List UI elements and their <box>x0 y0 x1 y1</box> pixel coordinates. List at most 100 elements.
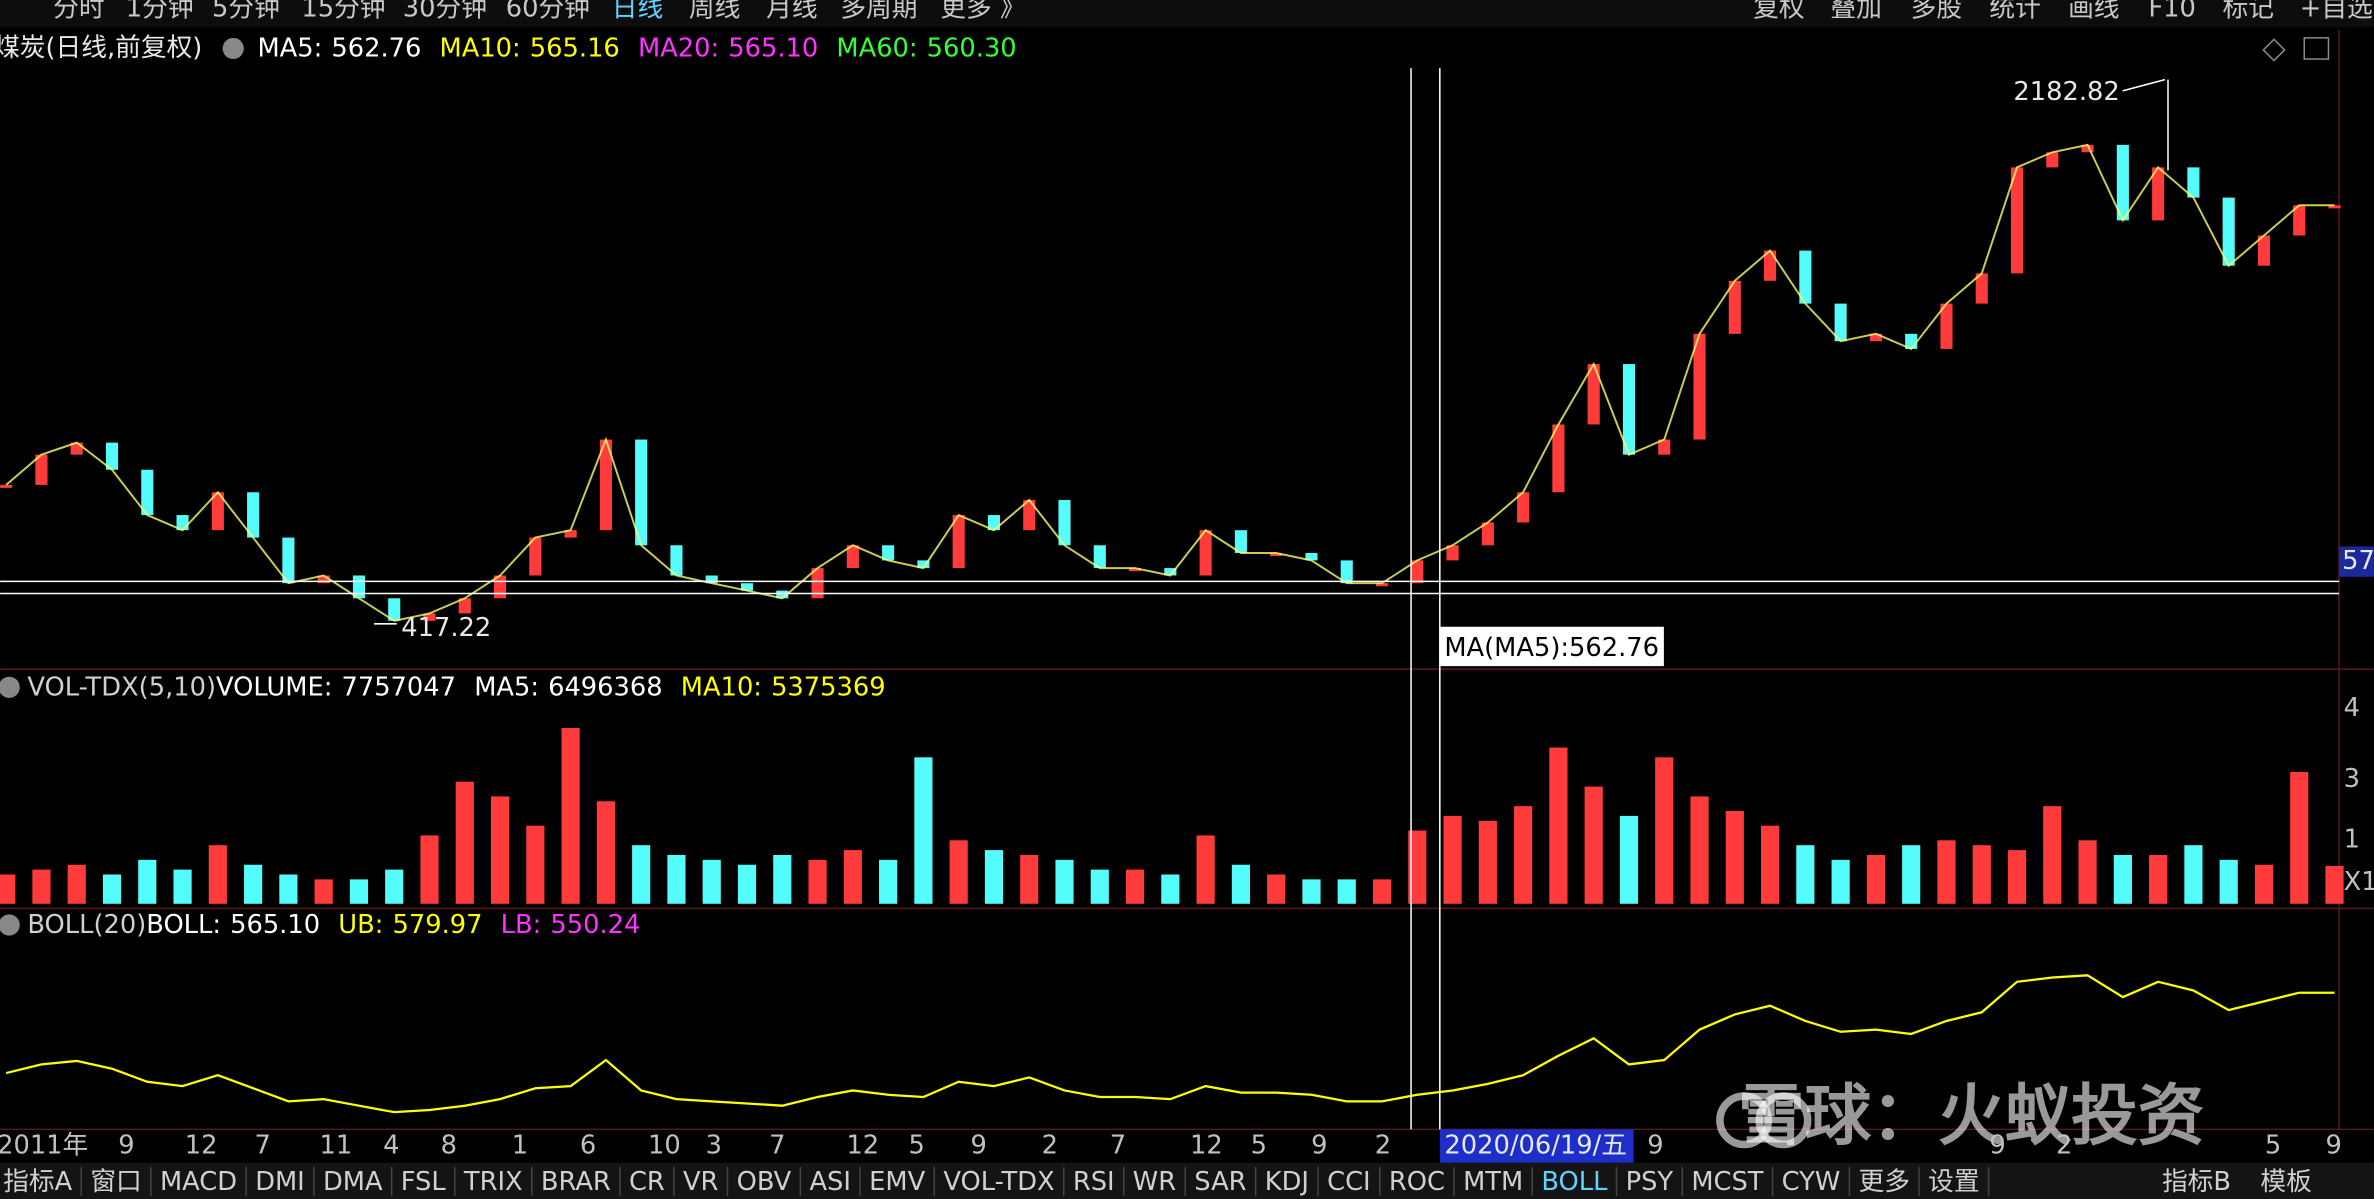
indicator-tab[interactable]: BRAR <box>541 1167 611 1197</box>
high-label: 2182.82 <box>2013 77 2119 107</box>
toolbar-button[interactable]: 统计 <box>1989 0 2040 24</box>
watermark: 雪球：火蚁投资 <box>1738 1076 2204 1154</box>
toolbar-tab[interactable]: 月线 <box>766 0 817 24</box>
indicator-tab[interactable]: MTM <box>1463 1167 1523 1197</box>
indicator-tab[interactable]: CR <box>629 1167 665 1197</box>
collapse-icon[interactable] <box>222 37 244 60</box>
toolbar-tab[interactable]: 多周期 <box>840 0 917 24</box>
volume-bar <box>1866 854 1885 904</box>
toolbar-button[interactable]: 多股 <box>1911 0 1962 24</box>
indicator-tab[interactable]: VR <box>683 1167 719 1197</box>
indicator-tab[interactable]: 指标B <box>2162 1167 2231 1197</box>
indicator-tab[interactable]: MACD <box>160 1167 237 1197</box>
indicator-tab[interactable]: RSI <box>1073 1167 1115 1197</box>
indicator-tab[interactable]: CCI <box>1327 1167 1371 1197</box>
indicator-tab[interactable]: BOLL <box>1541 1167 1608 1197</box>
candle <box>1799 250 1812 304</box>
indicator-tab[interactable]: CYW <box>1782 1167 1841 1197</box>
indicator-tab[interactable]: 窗口 <box>90 1167 141 1197</box>
volume-bar <box>596 801 615 904</box>
pane-icon[interactable] <box>2262 38 2286 62</box>
volume-bar <box>314 879 333 904</box>
x-axis-label: 3 <box>706 1131 722 1161</box>
candle <box>1940 303 1953 349</box>
volume-bar <box>0 874 16 904</box>
toolbar-button[interactable]: 画线 <box>2068 0 2119 24</box>
x-axis-label: 9 <box>2325 1131 2341 1161</box>
stat-value: 565.10 <box>728 33 818 63</box>
toolbar-tab[interactable]: 更多 》 <box>940 0 1025 24</box>
candle <box>1411 560 1424 584</box>
toolbar-tab[interactable]: 周线 <box>689 0 740 24</box>
candle <box>2328 205 2341 209</box>
volume-bar <box>1302 879 1321 904</box>
volume-bar <box>1161 874 1180 904</box>
indicator-tab[interactable]: 设置 <box>1928 1167 1979 1197</box>
collapse-icon[interactable] <box>0 676 20 698</box>
indicator-tab[interactable]: SAR <box>1194 1167 1246 1197</box>
x-axis-label: 8 <box>441 1131 457 1161</box>
stat-value: 579.97 <box>392 909 482 939</box>
indicator-tab[interactable]: EMV <box>869 1167 925 1197</box>
volume-bar <box>737 864 757 904</box>
x-axis-label: 1 <box>512 1131 528 1161</box>
candle <box>1199 530 1212 576</box>
toolbar-button[interactable]: 复权 <box>1753 0 1804 24</box>
volume-bar <box>32 869 51 904</box>
pane-icon[interactable] <box>2303 37 2330 60</box>
indicator-tab[interactable]: 指标A <box>3 1167 72 1197</box>
x-axis-label: 7 <box>1110 1131 1126 1161</box>
volume-bar <box>2043 806 2062 904</box>
x-axis-label: 5 <box>2265 1131 2281 1161</box>
volume-bar <box>1055 859 1074 904</box>
toolbar-button[interactable]: 标记 <box>2223 0 2274 24</box>
stat-value: 565.16 <box>530 33 620 63</box>
stat-label: MA10: <box>681 672 762 702</box>
indicator-tab[interactable]: PSY <box>1626 1167 1674 1197</box>
candle <box>35 454 48 485</box>
indicator-tab[interactable]: OBV <box>737 1167 792 1197</box>
volume-bar <box>2184 845 2203 904</box>
candle <box>2010 167 2024 274</box>
indicator-tab[interactable]: MCST <box>1691 1167 1763 1197</box>
toolbar-button[interactable]: +自选 <box>2300 0 2373 24</box>
indicator-tab[interactable]: 更多 <box>1858 1167 1909 1197</box>
indicator-tab[interactable]: KDJ <box>1265 1167 1309 1197</box>
toolbar-tab[interactable]: 1分钟 <box>126 0 194 24</box>
candle <box>1693 333 1706 440</box>
toolbar-button[interactable]: F10 <box>2148 0 2196 24</box>
candle <box>2081 144 2094 153</box>
indicator-tab[interactable]: WR <box>1133 1167 1176 1197</box>
volume-bar <box>244 864 263 904</box>
candle <box>0 484 13 488</box>
indicator-tab[interactable]: DMI <box>255 1167 305 1197</box>
candle <box>705 575 718 584</box>
x-axis-label: 9 <box>1311 1131 1327 1161</box>
toolbar-tab[interactable]: 30分钟 <box>403 0 487 24</box>
toolbar-tab[interactable]: 5分钟 <box>212 0 280 24</box>
indicator-tab[interactable]: TRIX <box>463 1167 523 1197</box>
boll-stats: BOLL: 565.10 UB: 579.97 LB: 550.24 <box>146 909 640 939</box>
volume-bar <box>138 859 157 904</box>
toolbar-button[interactable]: 叠加 <box>1830 0 1881 24</box>
indicator-tab[interactable]: ROC <box>1389 1167 1445 1197</box>
toolbar-tab[interactable]: 15分钟 <box>301 0 385 24</box>
volume-bar <box>1937 840 1956 904</box>
candle <box>1975 273 1988 304</box>
toolbar-tab[interactable]: 分时 <box>53 0 104 24</box>
toolbar-tab[interactable]: 60分钟 <box>506 0 590 24</box>
x-axis-label: 12 <box>846 1131 879 1161</box>
volume-bar <box>843 850 862 904</box>
x-axis-label: 4 <box>383 1131 399 1161</box>
volume-bar <box>1584 786 1603 904</box>
indicator-tab[interactable]: FSL <box>401 1167 447 1197</box>
indicator-tab[interactable]: VOL-TDX <box>943 1167 1054 1197</box>
indicator-tab[interactable]: 模板 <box>2260 1167 2311 1197</box>
x-axis-label: 7 <box>769 1131 785 1161</box>
stat-value: 565.10 <box>230 909 320 939</box>
collapse-icon[interactable] <box>0 914 20 936</box>
indicator-tab[interactable]: DMA <box>323 1167 383 1197</box>
indicator-tab[interactable]: ASI <box>809 1167 851 1197</box>
toolbar-tab[interactable]: 日线 <box>612 0 663 24</box>
tab-bar <box>0 1162 2374 1199</box>
